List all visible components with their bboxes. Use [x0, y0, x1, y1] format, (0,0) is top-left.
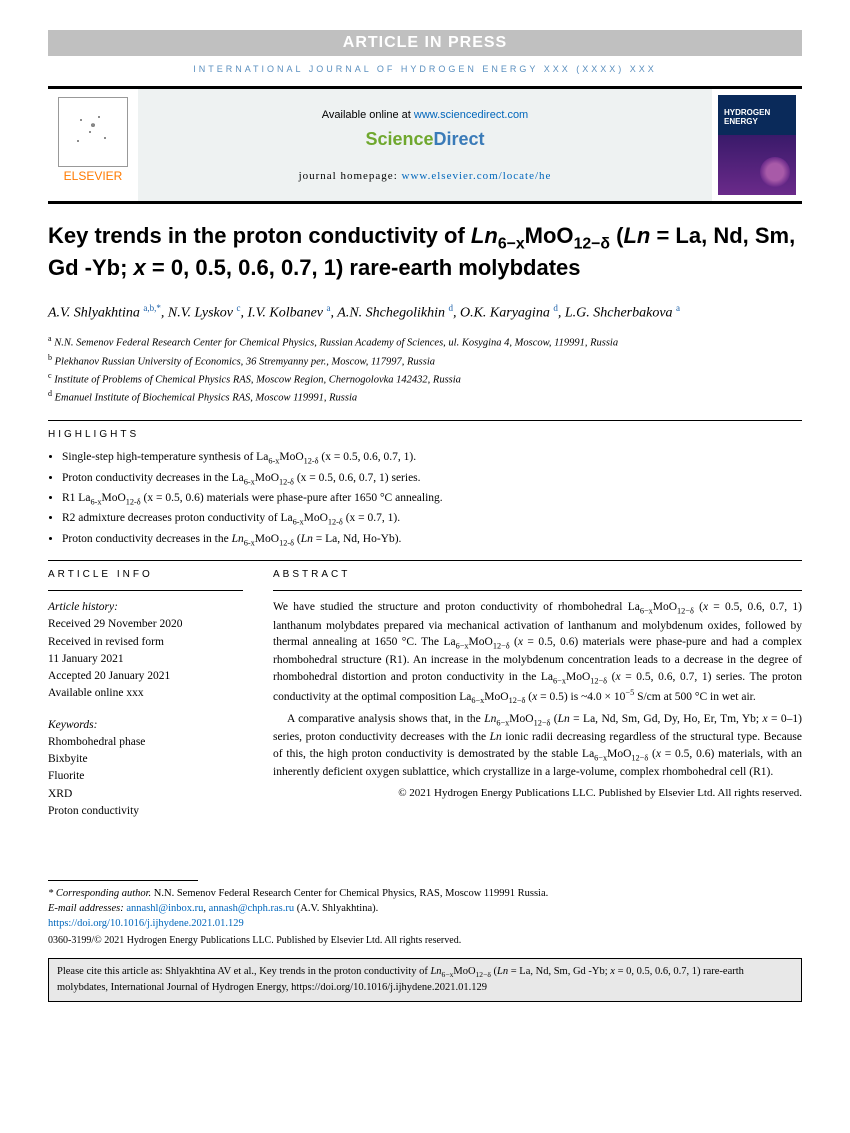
elsevier-logo-box: ELSEVIER — [48, 89, 138, 201]
journal-homepage-text: journal homepage: www.elsevier.com/locat… — [138, 170, 712, 182]
sciencedirect-box: Available online at www.sciencedirect.co… — [138, 89, 712, 201]
email-link-2[interactable]: annash@chph.ras.ru — [209, 903, 294, 914]
journal-cover-icon — [718, 95, 796, 195]
divider — [48, 420, 802, 421]
journal-cover-box — [712, 89, 802, 201]
abstract-label: ABSTRACT — [273, 569, 802, 580]
highlights-label: HIGHLIGHTS — [48, 429, 802, 440]
article-in-press-banner: ARTICLE IN PRESS — [48, 30, 802, 56]
corresponding-author: * Corresponding author. N.N. Semenov Fed… — [48, 887, 802, 902]
footnote-divider — [48, 880, 198, 881]
email-link-1[interactable]: annashl@inbox.ru — [126, 903, 203, 914]
sd-logo-part-a: Science — [365, 129, 433, 149]
keywords-block: Keywords: Rhombohedral phaseBixbyiteFluo… — [48, 717, 243, 821]
abstract-text: We have studied the structure and proton… — [273, 599, 802, 780]
sciencedirect-logo: ScienceDirect — [138, 129, 712, 150]
article-history: Article history: Received 29 November 20… — [48, 599, 243, 703]
journal-running-header: INTERNATIONAL JOURNAL OF HYDROGEN ENERGY… — [48, 58, 802, 86]
citation-box: Please cite this article as: Shlyakhtina… — [48, 958, 802, 1001]
elsevier-label: ELSEVIER — [64, 169, 123, 183]
article-title: Key trends in the proton conductivity of… — [48, 222, 802, 282]
available-online-text: Available online at www.sciencedirect.co… — [138, 109, 712, 121]
keywords-label: Keywords: — [48, 717, 243, 734]
homepage-prefix: journal homepage: — [299, 170, 402, 182]
authors-list: A.V. Shlyakhtina a,b,*, N.V. Lyskov c, I… — [48, 302, 802, 324]
sciencedirect-url-link[interactable]: www.sciencedirect.com — [414, 109, 528, 121]
history-lines: Received 29 November 2020Received in rev… — [48, 616, 243, 702]
copyright-text: © 2021 Hydrogen Energy Publications LLC.… — [273, 787, 802, 799]
doi-link[interactable]: https://doi.org/10.1016/j.ijhydene.2021.… — [48, 918, 244, 929]
publisher-banner: ELSEVIER Available online at www.science… — [48, 86, 802, 204]
highlights-list: Single-step high-temperature synthesis o… — [48, 448, 802, 550]
email-prefix: E-mail addresses: — [48, 903, 126, 914]
divider — [48, 590, 243, 591]
footer-block: * Corresponding author. N.N. Semenov Fed… — [48, 887, 802, 948]
affiliations-list: a N.N. Semenov Federal Research Center f… — [48, 333, 802, 406]
corresponding-text: N.N. Semenov Federal Research Center for… — [151, 888, 548, 899]
history-label: Article history: — [48, 599, 243, 616]
sd-logo-part-b: Direct — [434, 129, 485, 149]
issn-copyright: 0360-3199/© 2021 Hydrogen Energy Publica… — [48, 934, 802, 948]
elsevier-tree-icon — [58, 97, 128, 167]
email-line: E-mail addresses: annashl@inbox.ru, anna… — [48, 902, 802, 917]
keywords-list: Rhombohedral phaseBixbyiteFluoriteXRDPro… — [48, 734, 243, 820]
email-suffix: (A.V. Shlyakhtina). — [294, 903, 378, 914]
divider — [273, 590, 802, 591]
journal-homepage-link[interactable]: www.elsevier.com/locate/he — [402, 170, 552, 182]
available-prefix: Available online at — [322, 109, 414, 121]
divider — [48, 560, 802, 561]
article-info-label: ARTICLE INFO — [48, 569, 243, 580]
corresponding-star: * Corresponding author. — [48, 888, 151, 899]
